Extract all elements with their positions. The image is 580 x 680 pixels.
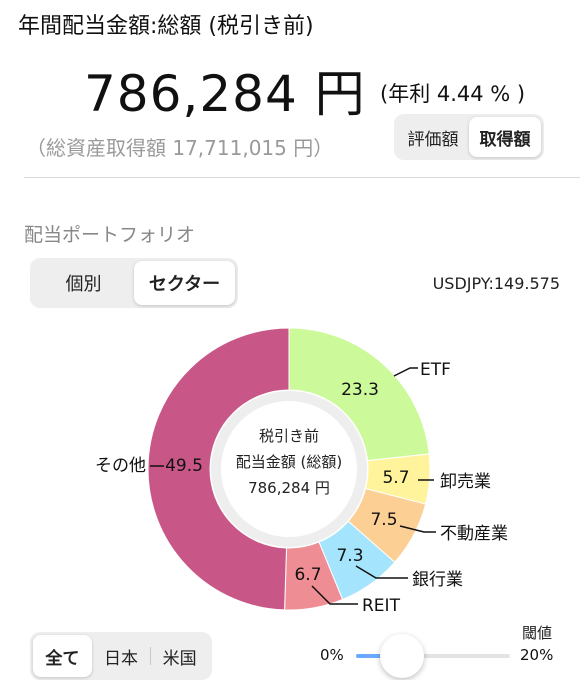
leader-line-4: [311, 585, 358, 605]
slice-label-2: 不動産業: [440, 524, 508, 544]
slice-value-2: 7.5: [370, 510, 397, 530]
section-divider: [24, 177, 580, 178]
leader-line-2: [399, 525, 436, 533]
page-title: 年間配当金額:総額 (税引き前): [18, 14, 314, 39]
slice-label-5: その他: [95, 456, 146, 476]
region-toggle: 全て 日本 米国: [30, 632, 212, 680]
valuation-option-cost[interactable]: 取得額: [469, 117, 541, 157]
threshold-min-label: 0%: [320, 646, 344, 664]
region-option-all[interactable]: 全て: [33, 635, 92, 677]
threshold-max-label: 20%: [520, 646, 554, 664]
region-option-japan[interactable]: 日本: [104, 648, 138, 669]
slice-value-4: 6.7: [294, 565, 321, 585]
annual-dividend-amount: 786,284 円: [84, 65, 366, 123]
slice-value-1: 5.7: [382, 468, 409, 488]
view-toggle: 個別 セクター: [30, 258, 238, 308]
threshold-slider-thumb[interactable]: [380, 634, 425, 678]
valuation-toggle: 評価額 取得額: [394, 114, 544, 160]
slice-value-5: 49.5: [165, 456, 203, 476]
total-cost-basis: （総資産取得額 17,711,015 円）: [26, 136, 334, 160]
leader-line-3: [355, 565, 408, 579]
slice-label-4: REIT: [362, 596, 401, 616]
fx-rate: USDJPY:149.575: [432, 274, 560, 293]
donut-center-label-0: 税引き前: [259, 427, 319, 445]
slice-label-0: ETF: [420, 360, 451, 380]
view-option-individual[interactable]: 個別: [65, 274, 102, 295]
view-option-sector[interactable]: セクター: [134, 261, 235, 305]
threshold-label: 閾値: [522, 624, 553, 642]
donut-center-label-1: 配当金額 (総額): [236, 453, 342, 471]
region-option-us[interactable]: 米国: [150, 635, 209, 677]
valuation-option-market[interactable]: 評価額: [407, 129, 459, 150]
dividend-yield: (年利 4.44 % ): [380, 82, 526, 106]
threshold-slider-track[interactable]: [356, 654, 510, 658]
donut-inner-ring: [211, 391, 367, 547]
slice-value-3: 7.3: [336, 546, 363, 566]
slice-label-3: 銀行業: [412, 570, 463, 590]
leader-line-0: [393, 367, 418, 377]
donut-hole: [210, 390, 368, 548]
section-title: 配当ポートフォリオ: [24, 224, 196, 246]
slice-value-0: 23.3: [341, 380, 379, 400]
donut-center-label-2: 786,284 円: [248, 479, 330, 497]
slice-label-1: 卸売業: [440, 472, 491, 492]
threshold-slider-fill: [356, 654, 403, 658]
